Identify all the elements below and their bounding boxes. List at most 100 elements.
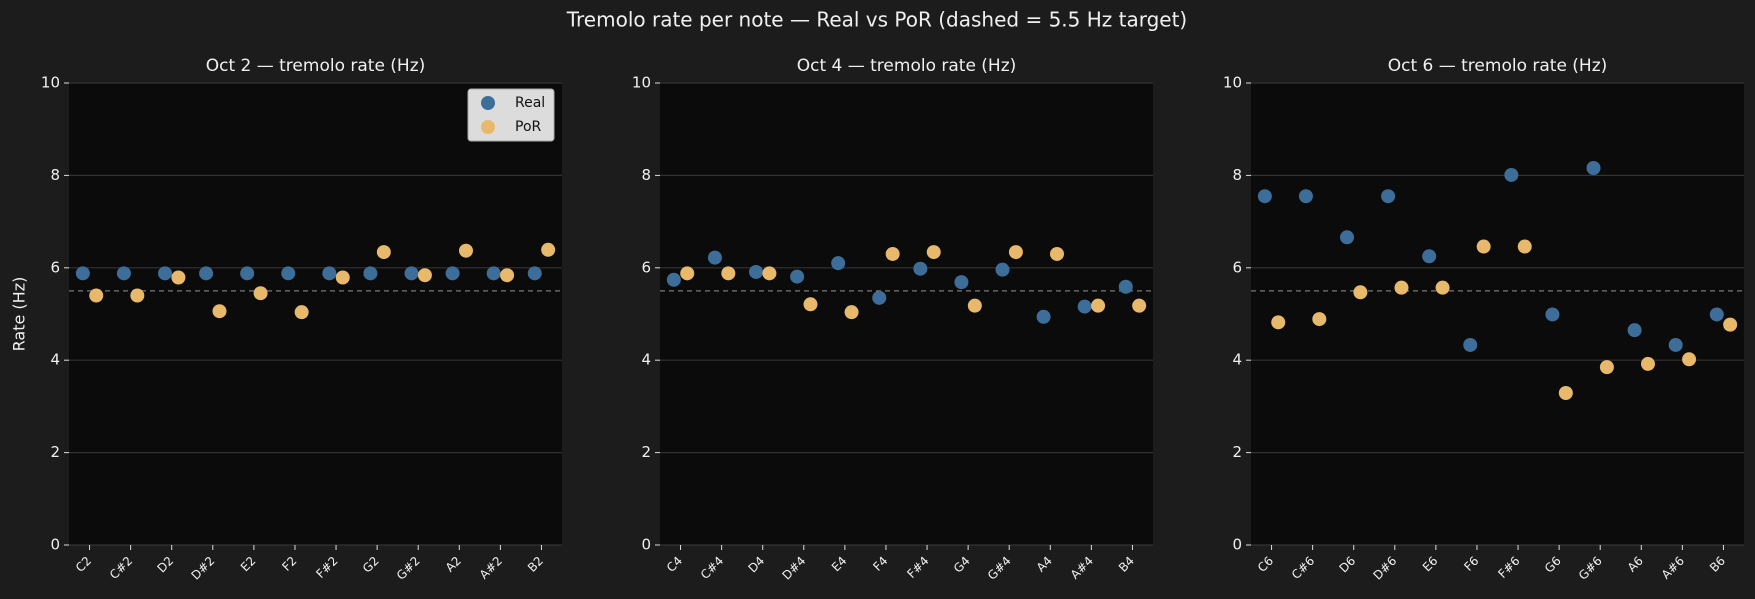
data-point xyxy=(1504,167,1519,182)
y-tick-label: 2 xyxy=(641,443,651,461)
data-point xyxy=(89,288,104,303)
data-point xyxy=(967,298,982,313)
legend-label: PoR xyxy=(515,119,542,135)
data-point xyxy=(376,245,391,260)
data-point xyxy=(500,268,515,283)
data-point xyxy=(1257,189,1272,204)
y-tick-label: 6 xyxy=(641,258,651,276)
y-tick-label: 6 xyxy=(50,258,60,276)
data-point xyxy=(762,266,777,281)
y-tick-label: 8 xyxy=(641,166,651,184)
data-point xyxy=(294,305,309,320)
y-tick-label: 0 xyxy=(1232,536,1242,554)
subplot-title: Oct 6 — tremolo rate (Hz) xyxy=(1388,56,1608,76)
data-point xyxy=(844,305,859,320)
data-point xyxy=(1132,298,1147,313)
data-point xyxy=(445,266,460,281)
subplot-title: Oct 2 — tremolo rate (Hz) xyxy=(206,56,426,76)
data-point xyxy=(1340,230,1355,245)
data-point xyxy=(212,304,227,319)
figure-title: Tremolo rate per note — Real vs PoR (das… xyxy=(566,8,1188,32)
y-tick-label: 4 xyxy=(641,351,651,369)
data-point xyxy=(1271,315,1286,330)
data-point xyxy=(458,243,473,258)
data-point xyxy=(926,245,941,260)
data-point xyxy=(158,266,173,281)
data-point xyxy=(335,270,350,285)
data-point xyxy=(913,261,928,276)
data-point xyxy=(790,269,805,284)
data-point xyxy=(1118,279,1133,294)
data-point xyxy=(1381,189,1396,204)
data-point xyxy=(486,266,501,281)
legend-marker xyxy=(481,120,495,134)
y-tick-label: 0 xyxy=(50,536,60,554)
data-point xyxy=(1435,280,1450,295)
y-tick-label: 6 xyxy=(1232,258,1242,276)
plot-area xyxy=(1251,83,1744,545)
data-point xyxy=(1091,298,1106,313)
data-point xyxy=(116,266,131,281)
data-point xyxy=(1640,356,1655,371)
data-point xyxy=(872,290,887,305)
data-point xyxy=(363,266,378,281)
y-tick-label: 8 xyxy=(50,166,60,184)
data-point xyxy=(1312,312,1327,327)
data-point xyxy=(954,275,969,290)
y-tick-label: 4 xyxy=(1232,351,1242,369)
data-point xyxy=(199,266,214,281)
data-point xyxy=(666,272,681,287)
data-point xyxy=(1049,246,1064,261)
data-point xyxy=(721,266,736,281)
data-point xyxy=(322,266,337,281)
data-point xyxy=(253,286,268,301)
y-axis-label: Rate (Hz) xyxy=(10,277,29,352)
data-point xyxy=(1682,352,1697,367)
y-tick-label: 8 xyxy=(1232,166,1242,184)
data-point xyxy=(1709,307,1724,322)
data-point xyxy=(1723,317,1738,332)
data-point xyxy=(1077,299,1092,314)
y-tick-label: 10 xyxy=(632,74,651,92)
data-point xyxy=(1463,337,1478,352)
data-point xyxy=(1298,189,1313,204)
data-point xyxy=(995,262,1010,277)
data-point xyxy=(1476,239,1491,254)
data-point xyxy=(1422,249,1437,264)
data-point xyxy=(1394,280,1409,295)
y-tick-label: 0 xyxy=(641,536,651,554)
data-point xyxy=(1586,161,1601,176)
data-point xyxy=(707,250,722,265)
data-point xyxy=(404,266,419,281)
subplot-title: Oct 4 — tremolo rate (Hz) xyxy=(797,56,1017,76)
data-point xyxy=(1627,323,1642,338)
data-point xyxy=(803,297,818,312)
data-point xyxy=(1545,307,1560,322)
data-point xyxy=(281,266,296,281)
data-point xyxy=(541,242,556,257)
data-point xyxy=(1599,360,1614,375)
data-point xyxy=(240,266,255,281)
y-tick-label: 2 xyxy=(1232,443,1242,461)
y-tick-label: 4 xyxy=(50,351,60,369)
y-tick-label: 10 xyxy=(1223,74,1242,92)
y-tick-label: 2 xyxy=(50,443,60,461)
legend-marker xyxy=(481,96,495,110)
legend-label: Real xyxy=(515,95,545,111)
data-point xyxy=(1558,386,1573,401)
data-point xyxy=(527,266,542,281)
y-tick-label: 10 xyxy=(41,74,60,92)
data-point xyxy=(885,246,900,261)
data-point xyxy=(680,266,695,281)
data-point xyxy=(417,268,432,283)
data-point xyxy=(1008,245,1023,260)
data-point xyxy=(1517,239,1532,254)
data-point xyxy=(749,264,764,279)
data-point xyxy=(831,256,846,271)
data-point xyxy=(1353,285,1368,300)
data-point xyxy=(1668,337,1683,352)
data-point xyxy=(75,266,90,281)
plot-area xyxy=(660,83,1153,545)
